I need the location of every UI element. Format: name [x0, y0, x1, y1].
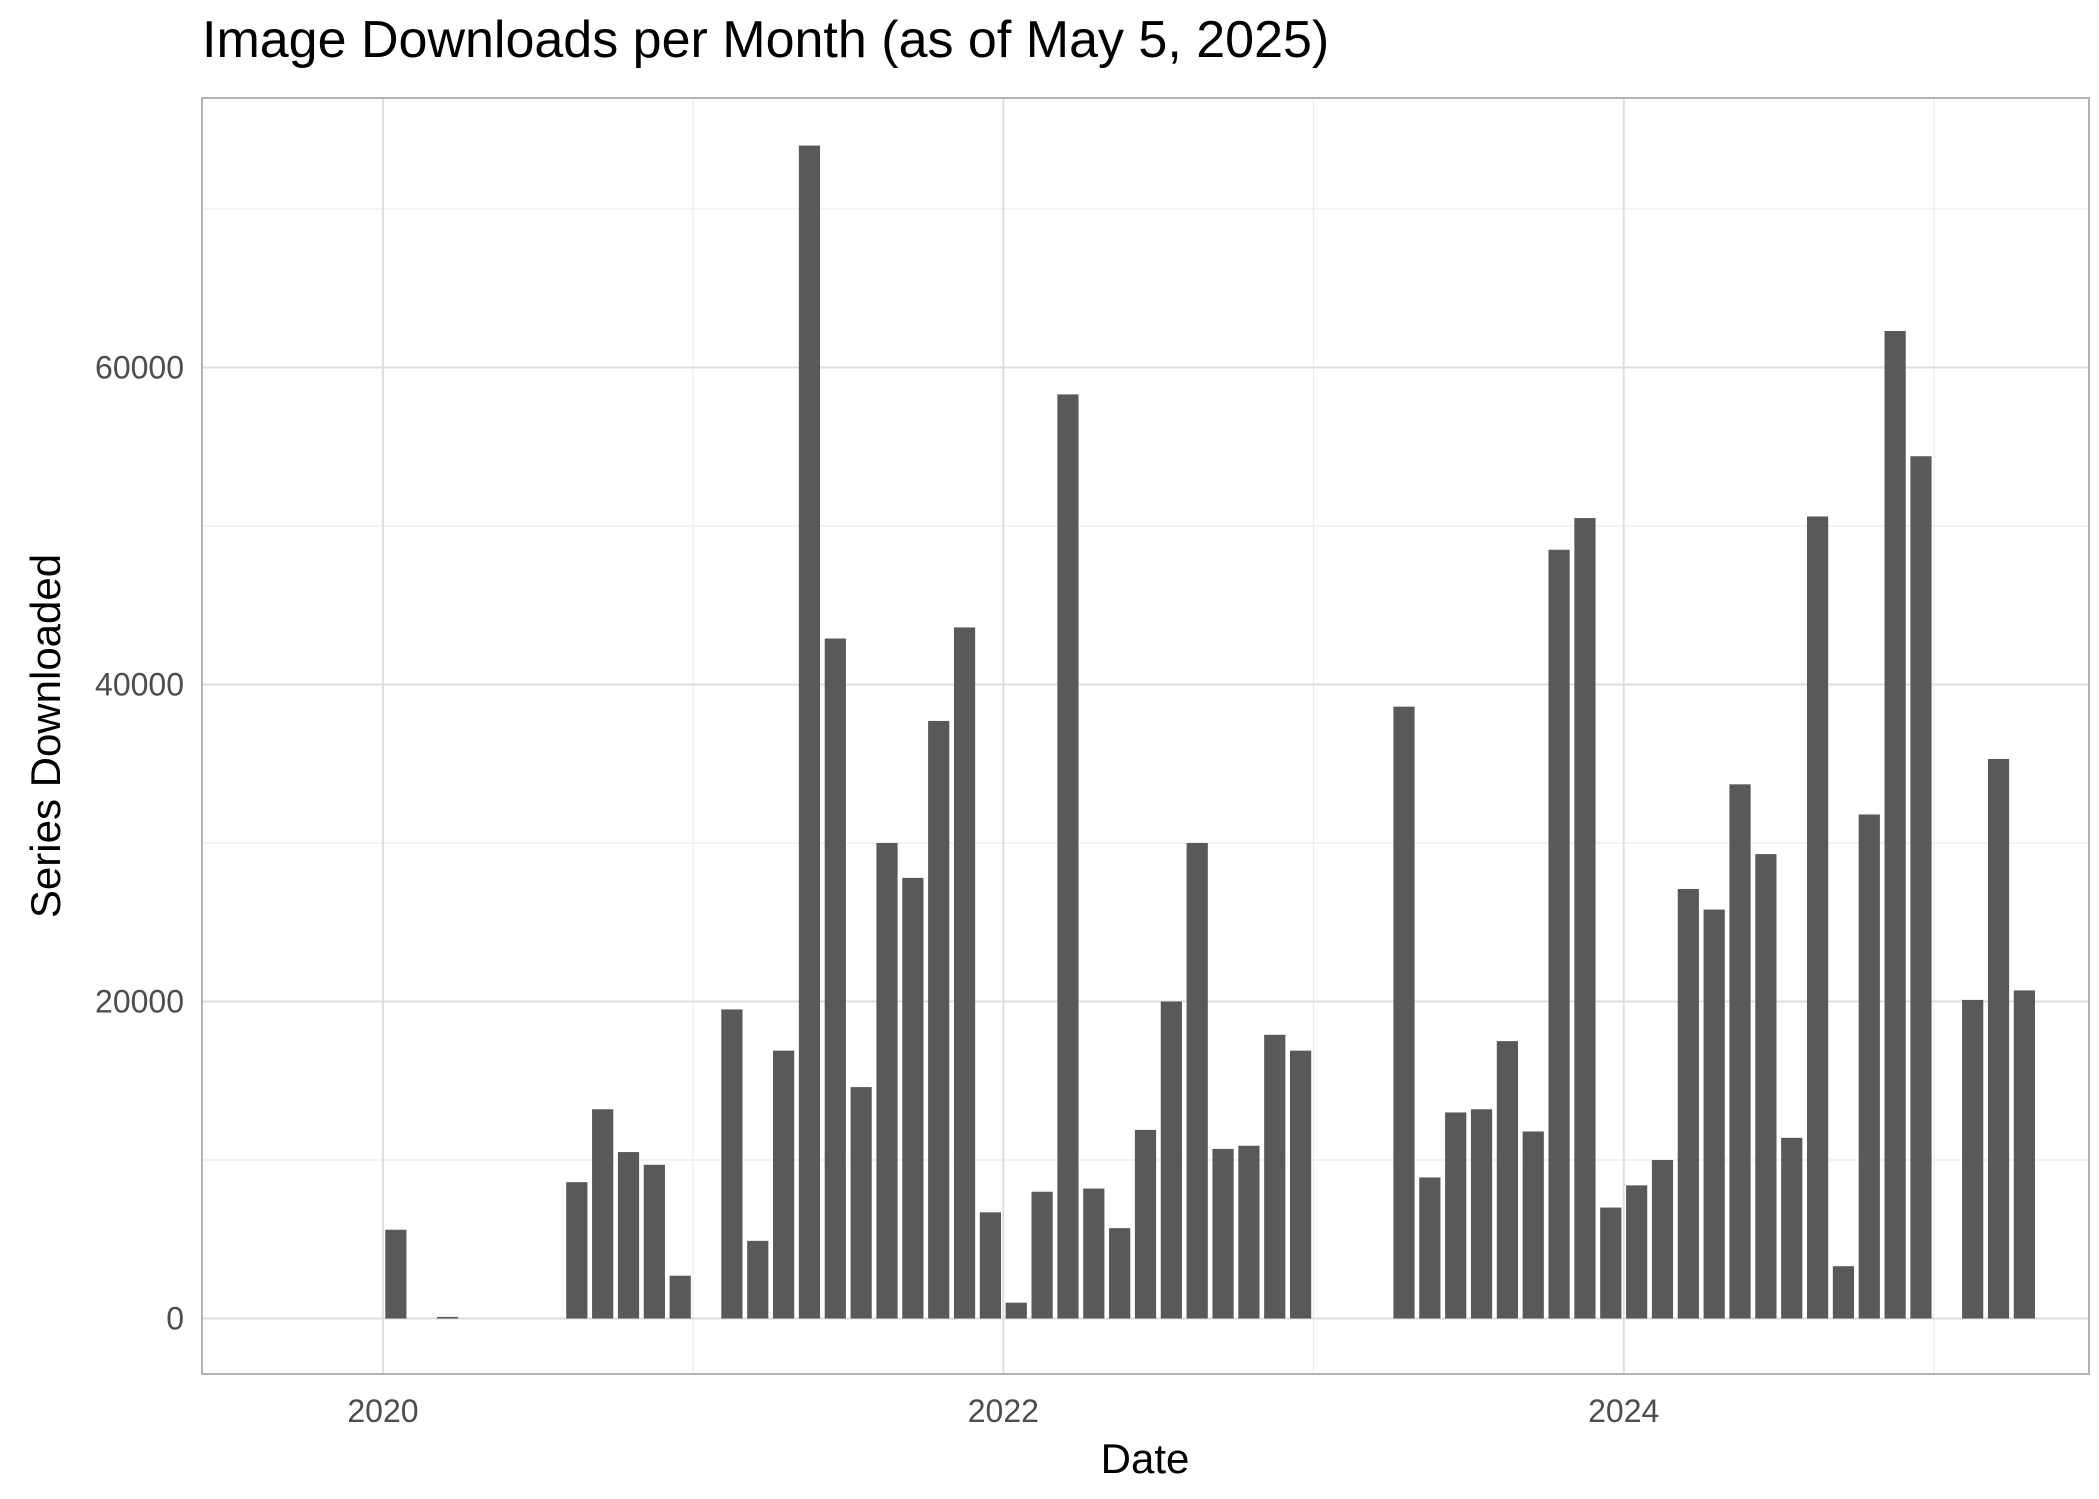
bar [798, 145, 821, 1319]
x-axis-title: Date [1101, 1435, 1190, 1482]
bar [1186, 842, 1208, 1319]
bar [773, 1050, 795, 1319]
bar [747, 1240, 769, 1319]
bar [1134, 1129, 1157, 1319]
bar [1600, 1207, 1622, 1319]
x-tick-label: 2024 [1588, 1393, 1659, 1429]
bar [592, 1109, 614, 1319]
bar [1858, 814, 1880, 1319]
bar [669, 1275, 691, 1319]
bars [385, 145, 2035, 1319]
bar [928, 720, 950, 1319]
y-axis-title: Series Downloaded [22, 554, 69, 918]
bar [1755, 854, 1777, 1319]
x-tick-label: 2020 [347, 1393, 418, 1429]
bar [1651, 1160, 1674, 1319]
chart-title: Image Downloads per Month (as of May 5, … [202, 11, 1330, 69]
bar [385, 1229, 407, 1319]
bar [1264, 1034, 1286, 1319]
bar [1522, 1131, 1544, 1319]
bar [643, 1164, 665, 1319]
bar [436, 1316, 459, 1319]
bar [1548, 549, 1570, 1319]
bar [979, 1212, 1002, 1319]
bar [1729, 784, 1751, 1319]
bar [1806, 516, 1829, 1319]
bar [953, 627, 976, 1319]
bar [1987, 758, 2010, 1319]
bar [1083, 1188, 1105, 1319]
bar [1677, 888, 1699, 1319]
bar [1962, 999, 1984, 1319]
bar [721, 1009, 743, 1319]
x-tick-labels: 2020 2022 2024 [347, 1393, 1659, 1429]
bar [1057, 394, 1079, 1319]
y-tick-label: 20000 [95, 984, 184, 1020]
bar [1445, 1112, 1467, 1319]
bar [824, 638, 846, 1319]
bar [902, 877, 924, 1319]
bar [1703, 909, 1725, 1319]
bar [2013, 990, 2035, 1319]
bar [1393, 706, 1415, 1319]
bar [1910, 456, 1932, 1319]
bar [1781, 1137, 1803, 1319]
minor-gridlines [202, 98, 2089, 1374]
bar [850, 1087, 872, 1319]
bar [1005, 1302, 1027, 1319]
bar [1031, 1191, 1053, 1319]
bar [1884, 331, 1906, 1319]
bar [1160, 1001, 1182, 1319]
bar [1496, 1041, 1518, 1319]
bar [617, 1152, 640, 1319]
bar [1109, 1228, 1131, 1319]
bar [1574, 518, 1596, 1319]
bar [1238, 1145, 1260, 1319]
y-tick-label: 40000 [95, 666, 184, 702]
bar [1470, 1109, 1493, 1319]
y-tick-labels: 0 20000 40000 60000 [95, 349, 184, 1336]
bar [1626, 1185, 1648, 1319]
bar [1289, 1050, 1312, 1319]
x-tick-label: 2022 [968, 1393, 1039, 1429]
bar [1212, 1148, 1234, 1319]
bar [1419, 1177, 1441, 1319]
major-gridlines [202, 98, 2089, 1374]
bar [1832, 1266, 1855, 1319]
plot-panel-border [201, 97, 2090, 1375]
bar [566, 1182, 588, 1319]
y-tick-label: 60000 [95, 349, 184, 385]
y-tick-label: 0 [166, 1301, 184, 1337]
bar [876, 842, 898, 1319]
